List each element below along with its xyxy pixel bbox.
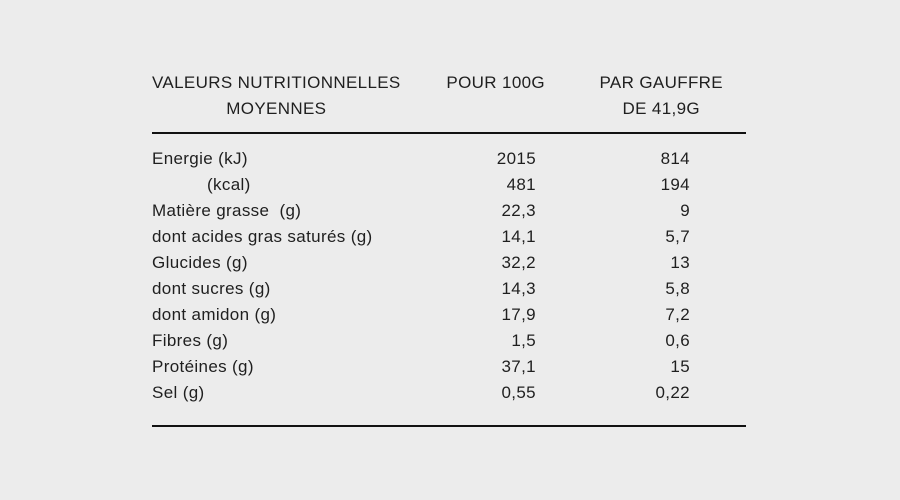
row-value-waffle: 9 — [680, 201, 690, 220]
row-value-100g: 2015 — [496, 149, 536, 168]
row-value-waffle: 5,8 — [665, 279, 690, 298]
row-value-waffle: 814 — [660, 149, 690, 168]
row-label: dont sucres (g) — [152, 279, 271, 298]
row-label: Glucides (g) — [152, 253, 248, 272]
header-col1-line2: MOYENNES — [226, 99, 327, 118]
table-header: VALEURS NUTRITIONNELLES MOYENNES POUR 10… — [152, 70, 746, 122]
nutrition-table: VALEURS NUTRITIONNELLES MOYENNES POUR 10… — [152, 70, 746, 427]
row-value-waffle: 0,6 — [665, 331, 690, 350]
row-value-100g: 32,2 — [501, 253, 536, 272]
row-label: dont acides gras saturés (g) — [152, 227, 373, 246]
header-col3-line1: PAR GAUFFRE — [599, 73, 723, 92]
header-col-per-waffle: PAR GAUFFRE DE 41,9G — [549, 70, 746, 122]
row-value-waffle: 0,22 — [655, 383, 690, 402]
header-col3-lines: PAR GAUFFRE DE 41,9G — [600, 70, 747, 122]
row-value-waffle: 13 — [670, 253, 690, 272]
row-label: Matière grasse (g) — [152, 201, 302, 220]
row-label: dont amidon (g) — [152, 305, 277, 324]
header-col1-line1: VALEURS NUTRITIONNELLES — [152, 73, 401, 92]
table-row: dont amidon (g) 17,9 7,2 — [152, 302, 746, 328]
row-value-100g: 481 — [506, 175, 536, 194]
header-col3-line2: DE 41,9G — [622, 99, 700, 118]
table-row: (kcal) 481 194 — [152, 172, 746, 198]
row-value-100g: 14,1 — [501, 227, 536, 246]
header-col1-lines: VALEURS NUTRITIONNELLES MOYENNES — [152, 70, 401, 122]
table-body: Energie (kJ) 2015 814 (kcal) 481 194 Mat… — [152, 146, 746, 406]
table-row: Fibres (g) 1,5 0,6 — [152, 328, 746, 354]
row-value-100g: 0,55 — [501, 383, 536, 402]
row-value-100g: 14,3 — [501, 279, 536, 298]
row-label: (kcal) — [207, 175, 251, 194]
row-value-100g: 1,5 — [511, 331, 536, 350]
table-row: Energie (kJ) 2015 814 — [152, 146, 746, 172]
table-row: dont sucres (g) 14,3 5,8 — [152, 276, 746, 302]
table-row: dont acides gras saturés (g) 14,1 5,7 — [152, 224, 746, 250]
row-value-waffle: 194 — [660, 175, 690, 194]
row-label: Energie (kJ) — [152, 149, 248, 168]
table-row: Sel (g) 0,55 0,22 — [152, 380, 746, 406]
table-row: Matière grasse (g) 22,3 9 — [152, 198, 746, 224]
row-label: Protéines (g) — [152, 357, 254, 376]
row-value-100g: 22,3 — [501, 201, 536, 220]
row-value-100g: 17,9 — [501, 305, 536, 324]
row-label: Fibres (g) — [152, 331, 229, 350]
header-col-per-100g: POUR 100G — [446, 73, 545, 92]
header-col-nutrition-values: VALEURS NUTRITIONNELLES MOYENNES — [152, 70, 437, 122]
bottom-rule — [152, 425, 746, 427]
row-value-100g: 37,1 — [501, 357, 536, 376]
table-row: Glucides (g) 32,2 13 — [152, 250, 746, 276]
row-label: Sel (g) — [152, 383, 205, 402]
top-rule — [152, 132, 746, 134]
row-value-waffle: 7,2 — [665, 305, 690, 324]
row-value-waffle: 15 — [670, 357, 690, 376]
table-row: Protéines (g) 37,1 15 — [152, 354, 746, 380]
row-value-waffle: 5,7 — [665, 227, 690, 246]
